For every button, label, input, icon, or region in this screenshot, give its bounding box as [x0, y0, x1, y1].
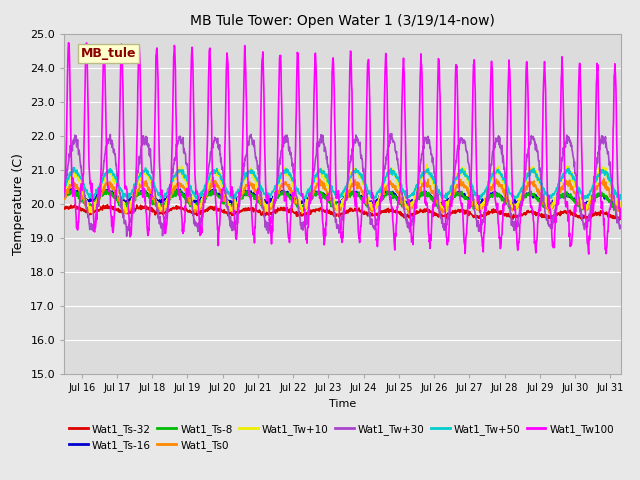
- Title: MB Tule Tower: Open Water 1 (3/19/14-now): MB Tule Tower: Open Water 1 (3/19/14-now…: [190, 14, 495, 28]
- X-axis label: Time: Time: [329, 399, 356, 409]
- Y-axis label: Temperature (C): Temperature (C): [12, 153, 24, 255]
- Legend: Wat1_Ts-32, Wat1_Ts-16, Wat1_Ts-8, Wat1_Ts0, Wat1_Tw+10, Wat1_Tw+30, Wat1_Tw+50,: Wat1_Ts-32, Wat1_Ts-16, Wat1_Ts-8, Wat1_…: [69, 424, 614, 451]
- Text: MB_tule: MB_tule: [81, 47, 136, 60]
